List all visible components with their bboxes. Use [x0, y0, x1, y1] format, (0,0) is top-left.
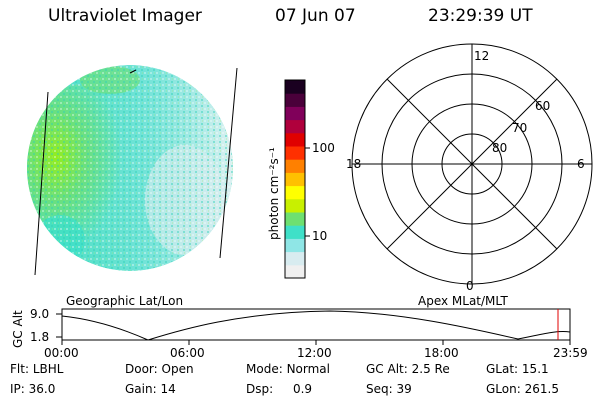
observation-date: 07 Jun 07 — [275, 6, 356, 26]
colorbar-units-label: photon cm⁻²s⁻¹ — [267, 147, 281, 240]
colorbar-segment — [285, 212, 305, 226]
colorbar-segment — [285, 80, 305, 94]
apex-polar-grid — [351, 43, 593, 285]
colorbar-segment — [285, 225, 305, 239]
colorbar-tick-10: 10 — [312, 229, 327, 243]
mlat-label-60: 60 — [535, 99, 550, 113]
geographic-label: Geographic Lat/Lon — [66, 294, 183, 308]
info-dsp: Dsp: 0.9 — [246, 382, 313, 396]
alt-ylabel: GC Alt — [11, 310, 25, 348]
colorbar-tick-100: 100 — [312, 141, 335, 155]
info-seq: Seq: 39 — [366, 382, 412, 396]
info-glon: GLon: 261.5 — [486, 382, 559, 396]
colorbar-segment — [285, 146, 305, 160]
colorbar-segment — [285, 119, 305, 134]
colorbar-segment — [285, 185, 305, 200]
intensity-color-bar — [285, 80, 305, 279]
colorbar-segment — [285, 251, 305, 266]
alt-xtick-1200: 12:00 — [297, 346, 332, 360]
colorbar-segment — [285, 159, 305, 173]
altitude-curve — [61, 310, 571, 341]
observation-time: 23:29:39 UT — [428, 6, 533, 26]
window-title: Ultraviolet Imager — [48, 6, 202, 26]
alt-ytick-bottom: 1.8 — [30, 330, 49, 344]
apex-label: Apex MLat/MLT — [418, 294, 508, 308]
colorbar-segment — [285, 264, 305, 279]
alt-xtick-1800: 18:00 — [424, 346, 459, 360]
colorbar-segment — [285, 106, 305, 121]
terminator-line-left — [34, 91, 49, 276]
mlt-label-18: 18 — [346, 157, 361, 171]
alt-xtick-0600: 06:00 — [170, 346, 205, 360]
alt-xtick-2359: 23:59 — [553, 346, 588, 360]
alt-xtick-0000: 00:00 — [44, 346, 79, 360]
info-gain: Gain: 14 — [125, 382, 176, 396]
terminator-line-right — [219, 67, 238, 259]
mlat-label-80: 80 — [492, 141, 507, 155]
info-glat: GLat: 15.1 — [486, 362, 549, 376]
colorbar-segment — [285, 172, 305, 187]
colorbar-segment — [285, 132, 305, 147]
info-filter: Flt: LBHL — [10, 362, 64, 376]
info-mode: Mode: Normal — [246, 362, 330, 376]
mlt-label-0: 0 — [466, 279, 474, 293]
colorbar-segment — [285, 198, 305, 213]
colorbar-segment — [285, 93, 305, 107]
mlat-label-70: 70 — [512, 121, 527, 135]
info-door: Door: Open — [125, 362, 194, 376]
info-gc-alt: GC Alt: 2.5 Re — [366, 362, 450, 376]
orbit-altitude-plot — [56, 308, 571, 345]
alt-ytick-top: 9.0 — [30, 307, 49, 321]
mlt-label-12: 12 — [474, 49, 489, 63]
info-ip: IP: 36.0 — [10, 382, 56, 396]
colorbar-segment — [285, 238, 305, 253]
mlt-label-6: 6 — [577, 157, 585, 171]
uv-earth-image — [27, 65, 233, 271]
